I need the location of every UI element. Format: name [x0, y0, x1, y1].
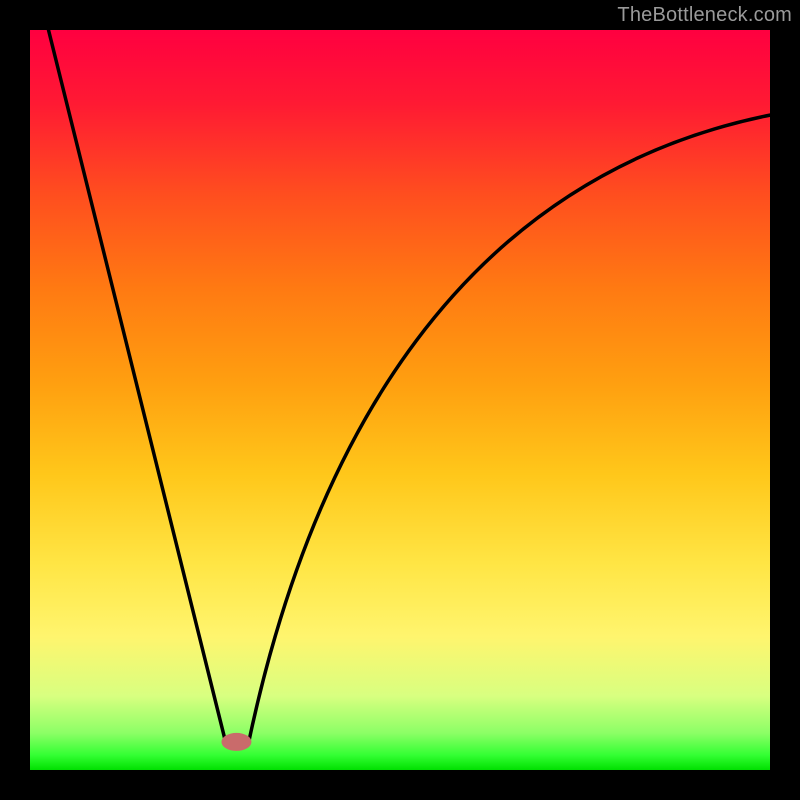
bottleneck-chart	[0, 0, 800, 800]
optimal-point-marker	[221, 733, 251, 751]
watermark-text: TheBottleneck.com	[617, 4, 792, 27]
chart-container: TheBottleneck.com	[0, 0, 800, 800]
